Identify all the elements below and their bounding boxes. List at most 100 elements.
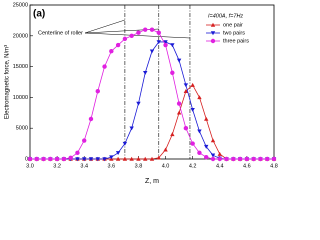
- marker: [95, 157, 100, 162]
- marker: [265, 156, 270, 162]
- marker: [82, 157, 87, 162]
- marker: [122, 141, 128, 146]
- centerline-label: Centerline of roller: [38, 30, 83, 36]
- x-tick-label: 3.0: [26, 163, 34, 169]
- y-axis-title: Electromagnetic force, N/m³: [5, 45, 11, 119]
- legend-marker: [210, 22, 216, 27]
- marker: [41, 156, 46, 162]
- marker: [197, 95, 202, 100]
- marker: [183, 89, 189, 93]
- marker: [217, 151, 222, 156]
- marker: [129, 156, 134, 161]
- marker: [136, 30, 141, 35]
- marker: [88, 116, 94, 122]
- centerline-arrow: [84, 32, 190, 39]
- marker: [204, 154, 209, 160]
- marker: [156, 30, 161, 35]
- marker: [143, 156, 148, 161]
- marker: [149, 27, 155, 32]
- legend-label: one pair: [223, 22, 243, 28]
- marker: [149, 156, 155, 161]
- marker: [190, 107, 195, 112]
- marker: [197, 129, 202, 134]
- y-tick-label: 10000: [13, 95, 28, 101]
- legend-marker: [210, 31, 216, 36]
- marker: [115, 151, 121, 156]
- x-tick-label: 4.6: [243, 163, 251, 169]
- marker: [224, 156, 229, 162]
- marker: [204, 116, 209, 121]
- marker: [210, 138, 216, 143]
- x-tick-label: 4.8: [270, 163, 278, 169]
- marker: [136, 101, 141, 106]
- marker: [82, 138, 87, 143]
- marker: [115, 156, 121, 161]
- marker: [210, 156, 216, 162]
- marker: [244, 156, 250, 162]
- chart: (a) I=400A, f=7Hz Z, m Electromagnetic f…: [5, 2, 278, 185]
- marker: [210, 153, 216, 158]
- marker: [156, 40, 161, 45]
- legend-marker: [210, 38, 216, 44]
- marker: [54, 156, 60, 162]
- marker: [163, 42, 168, 48]
- x-tick-label: 4.4: [216, 163, 224, 169]
- marker: [258, 156, 263, 162]
- marker: [34, 156, 39, 162]
- marker: [88, 157, 94, 162]
- marker: [170, 132, 175, 137]
- marker: [136, 156, 141, 161]
- marker: [143, 27, 148, 32]
- x-tick-label: 3.2: [53, 163, 61, 169]
- marker: [231, 156, 236, 162]
- x-axis-title: Z, m: [145, 178, 159, 185]
- marker: [183, 83, 189, 88]
- y-tick-label: 0: [25, 156, 28, 162]
- marker: [217, 156, 222, 162]
- chart-title: (a): [33, 9, 45, 20]
- series-line: [30, 84, 274, 160]
- marker: [129, 126, 134, 131]
- series-line: [30, 29, 274, 160]
- marker: [170, 70, 175, 75]
- marker: [68, 155, 73, 160]
- y-tick-label: 25000: [13, 2, 28, 8]
- marker: [122, 156, 128, 161]
- marker: [75, 150, 80, 156]
- marker: [27, 156, 33, 162]
- marker: [176, 58, 182, 63]
- legend-label: two pairs: [223, 30, 245, 36]
- marker: [95, 89, 100, 94]
- x-tick-label: 3.4: [80, 163, 88, 169]
- marker: [204, 144, 209, 149]
- marker: [163, 40, 168, 45]
- marker: [129, 33, 134, 38]
- y-tick-label: 15000: [13, 64, 28, 70]
- marker: [271, 156, 277, 162]
- x-tick-label: 3.8: [135, 163, 143, 169]
- marker: [190, 141, 195, 146]
- marker: [149, 49, 155, 54]
- marker: [190, 82, 195, 87]
- x-tick-label: 4.2: [189, 163, 197, 169]
- x-tick-label: 4.0: [162, 163, 170, 169]
- series-line: [30, 41, 274, 160]
- marker: [102, 157, 107, 162]
- marker: [61, 156, 67, 162]
- marker: [251, 156, 256, 162]
- marker: [176, 110, 182, 115]
- annotation: I=400A, f=7Hz: [208, 13, 243, 19]
- marker: [143, 71, 148, 75]
- marker: [163, 147, 168, 152]
- marker: [102, 64, 107, 69]
- marker: [176, 101, 182, 106]
- y-tick-label: 20000: [13, 33, 28, 39]
- marker: [109, 49, 114, 54]
- marker: [122, 36, 128, 42]
- marker: [75, 157, 80, 162]
- marker: [48, 156, 53, 162]
- legend-label: three pairs: [223, 38, 249, 44]
- marker: [183, 126, 189, 131]
- marker: [109, 155, 114, 160]
- marker: [115, 42, 121, 48]
